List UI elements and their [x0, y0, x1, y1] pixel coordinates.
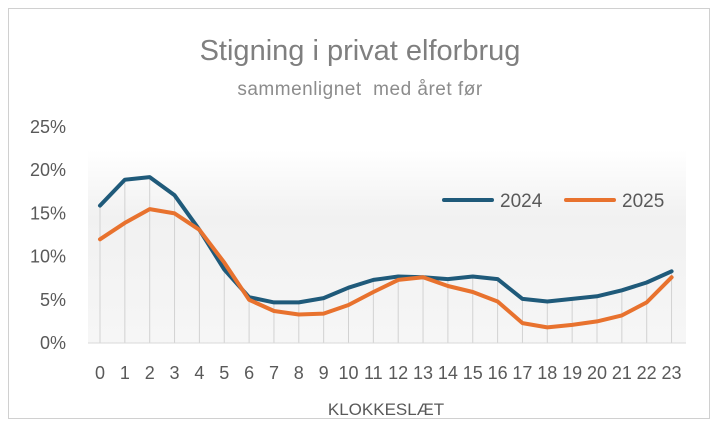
- legend-label-2024: 2024: [500, 191, 543, 212]
- x-tick-label: 0: [95, 363, 105, 383]
- plot-area-background: [88, 150, 686, 343]
- y-tick-label: 0%: [40, 333, 66, 353]
- y-tick-label: 20%: [30, 160, 66, 180]
- x-tick-label: 8: [294, 363, 304, 383]
- x-tick-label: 17: [512, 363, 532, 383]
- x-tick-label: 7: [269, 363, 279, 383]
- x-tick-label: 10: [338, 363, 358, 383]
- x-tick-label: 11: [364, 363, 383, 383]
- x-tick-label: 5: [219, 363, 229, 383]
- x-tick-label: 3: [170, 363, 180, 383]
- legend-label-2025: 2025: [622, 191, 664, 212]
- x-tick-label: 18: [537, 363, 557, 383]
- x-tick-label: 20: [587, 363, 607, 383]
- y-tick-label: 10%: [30, 247, 66, 267]
- x-axis-label: KLOKKESLÆT: [328, 400, 444, 419]
- legend: 2024 2025: [442, 191, 664, 212]
- series-line-2024: [98, 175, 674, 305]
- x-tick-label: 19: [562, 363, 582, 383]
- x-tick-label: 1: [120, 363, 130, 383]
- x-tick-label: 12: [388, 363, 408, 383]
- y-tick-label: 25%: [30, 117, 66, 137]
- x-tick-label: 9: [319, 363, 329, 383]
- x-tick-label: 13: [413, 363, 433, 383]
- x-tick-label: 4: [194, 363, 204, 383]
- x-axis-ticks: 0 1 2 3 4 5 6 7 8 9 10 11 12 13 14 15 16 17 18 19 20 21 22 23: [95, 363, 682, 383]
- x-tick-label: 2: [145, 363, 155, 383]
- drop-lines: [88, 177, 686, 344]
- x-tick-label: 23: [662, 363, 682, 383]
- y-tick-label: 5%: [40, 290, 66, 310]
- x-tick-label: 6: [244, 363, 254, 383]
- x-tick-label: 15: [463, 363, 483, 383]
- x-tick-label: 14: [438, 363, 458, 383]
- x-tick-label: 21: [612, 363, 632, 383]
- chart-title: Stigning i privat elforbrug: [200, 35, 521, 67]
- chart-subtitle: sammenlignet med året før: [237, 79, 482, 100]
- y-tick-label: 15%: [30, 203, 66, 223]
- y-axis-ticks: 0% 5% 10% 15% 20% 25%: [30, 117, 66, 353]
- series-line-2025: [98, 207, 674, 330]
- x-tick-label: 16: [488, 363, 508, 383]
- series-lines: [98, 175, 674, 330]
- x-tick-label: 22: [637, 363, 657, 383]
